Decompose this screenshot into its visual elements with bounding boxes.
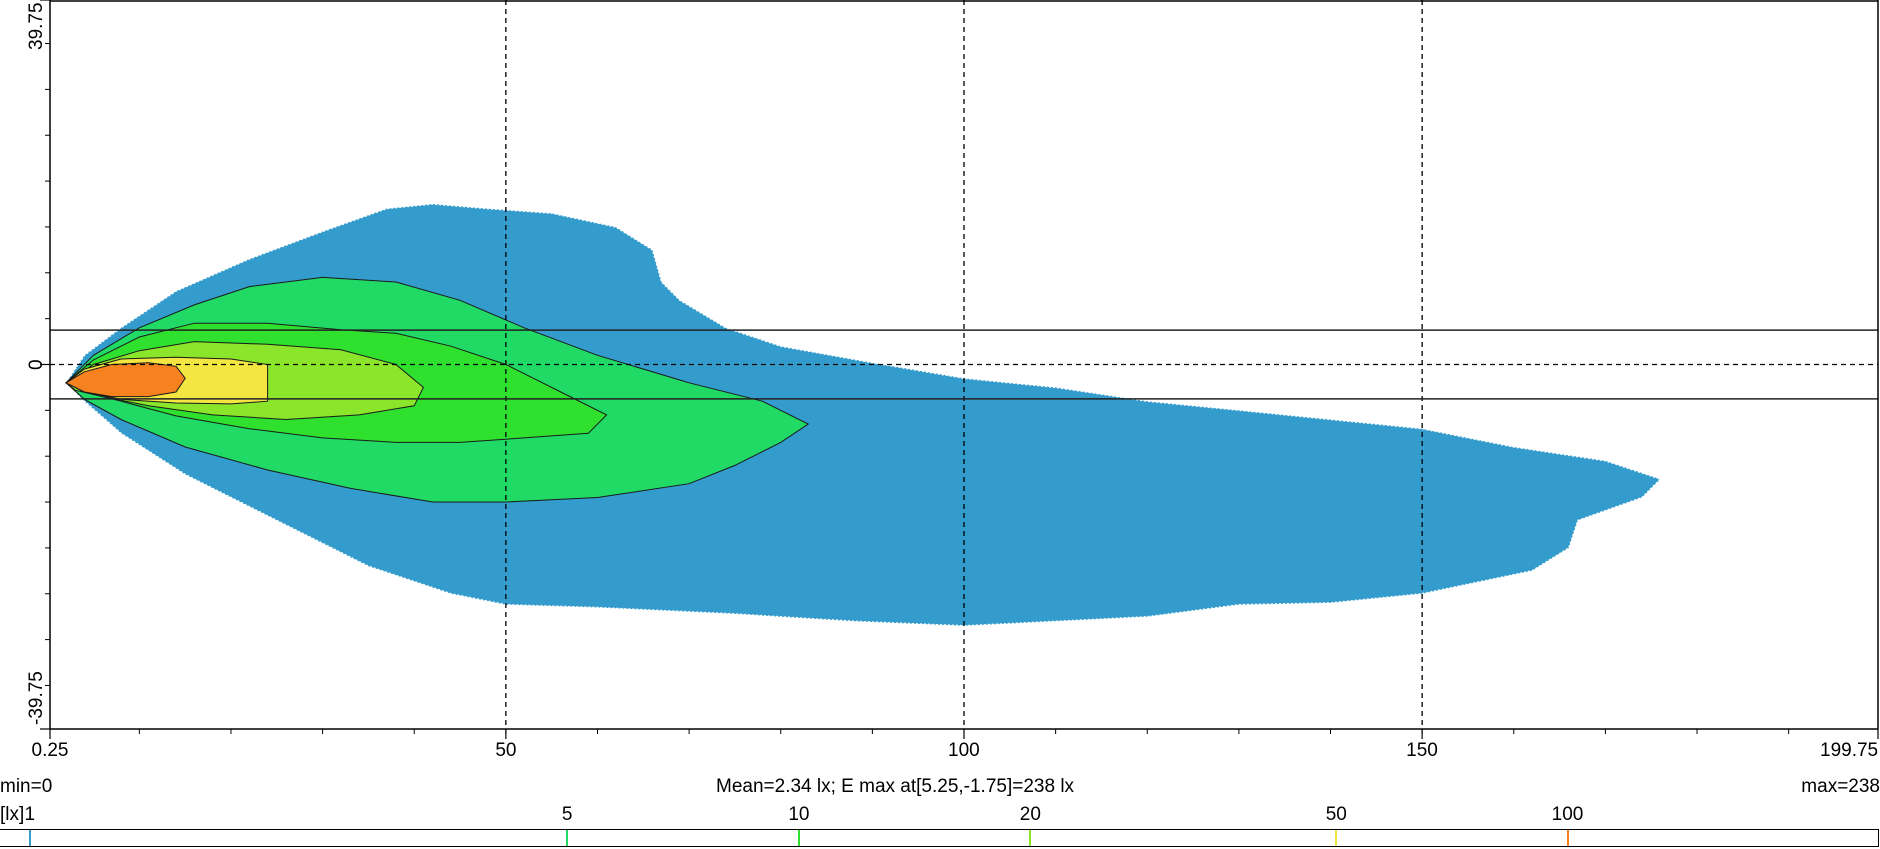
axes [40,0,1879,739]
legend-tick [29,830,31,846]
x-tick-label-max: 199.75 [1820,740,1879,761]
y-tick-label-zero: 0 [26,359,47,370]
legend-tick [1566,830,1569,846]
legend-mark-label: 50 [1325,804,1347,825]
x-tick-label-150: 150 [1406,740,1438,761]
legend-mark-label: 20 [1019,804,1041,825]
grid-lines [50,0,1878,729]
legend-unit-label: [lx] [0,804,25,825]
contour-fills [64,203,1662,627]
color-scale-labels: [lx] 1 5 10 20 50 100 [0,803,1880,829]
legend-mark-label: 10 [788,804,810,825]
statistics-text: Mean=2.34 lx; E max at[5.25,-1.75]=238 l… [716,776,1075,797]
legend-mark-label: 1 [24,804,36,825]
min-value-text: min=0 [0,776,53,797]
legend-tick [1029,830,1032,846]
y-tick-label-top: 39.75 [26,2,47,50]
legend-tick [797,830,800,846]
legend-tick [1335,830,1338,846]
contour-100-lx [64,362,186,398]
legend-mark-label: 5 [561,804,573,825]
color-scale-bar [0,829,1879,847]
legend-mark-label: 100 [1551,804,1584,825]
x-tick-label-min: 0.25 [31,740,69,761]
x-tick-label-50: 50 [495,740,517,761]
y-tick-label-bottom: -39.75 [26,671,47,725]
isolux-chart [40,0,1879,739]
max-value-text: max=238 [1801,776,1880,797]
legend-tick [566,830,569,846]
x-tick-label-100: 100 [948,740,980,761]
